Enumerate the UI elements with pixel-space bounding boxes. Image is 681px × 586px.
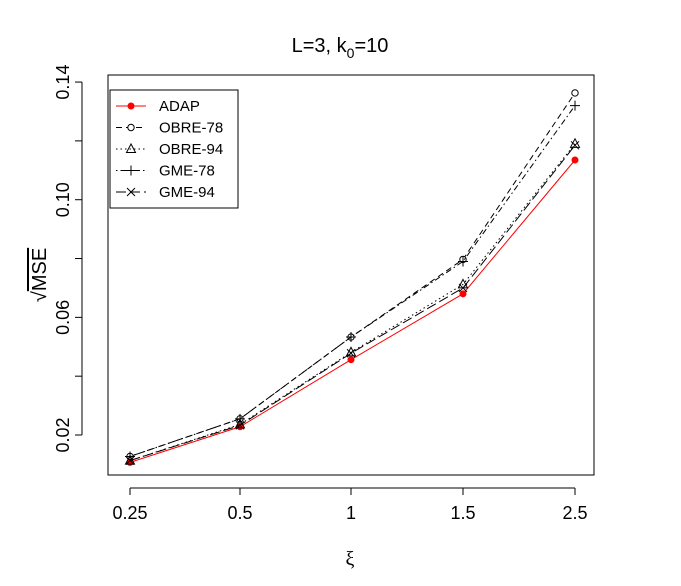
data-point	[346, 332, 356, 343]
data-point	[458, 283, 468, 293]
data-point	[235, 420, 245, 430]
chart-title-prefix: L=3, k	[292, 35, 348, 57]
legend-label: GME-78	[159, 163, 215, 180]
y-axis-radical: √	[29, 291, 51, 302]
x-tick-label: 1.5	[450, 503, 475, 523]
y-tick-label: 0.06	[53, 300, 73, 335]
series-line	[129, 105, 576, 457]
svg-text:√MSE: √MSE	[29, 248, 51, 302]
legend-box	[109, 89, 239, 209]
series-gme-78	[125, 100, 580, 462]
data-point	[458, 256, 468, 267]
data-point	[347, 356, 355, 364]
x-axis: 0.25 0.5 1 1.5 2.5	[112, 487, 588, 523]
legend-marker	[127, 102, 135, 110]
y-tick-label: 0.10	[53, 182, 73, 217]
data-point	[346, 348, 356, 358]
data-point	[570, 100, 580, 111]
legend-item: OBRE-78	[116, 120, 223, 137]
legend-item: GME-78	[116, 163, 215, 180]
series-gme-94	[125, 140, 580, 465]
data-point	[235, 413, 245, 424]
legend-label: OBRE-94	[159, 141, 223, 158]
y-tick-label: 0.14	[53, 65, 73, 100]
legend: ADAP OBRE-78 OBRE-94 GME-78 GME-94	[109, 89, 239, 209]
y-axis-label: √MSE	[29, 248, 51, 302]
chart-title: L=3, k0=10	[292, 35, 389, 61]
y-axis: 0.02 0.06 0.10 0.14	[53, 65, 83, 453]
plot-frame	[107, 74, 595, 476]
legend-marker	[126, 187, 136, 197]
y-axis-label-text: MSE	[29, 248, 51, 291]
legend-label: OBRE-78	[159, 120, 223, 137]
data-point	[569, 137, 581, 148]
legend-item: OBRE-94	[116, 141, 223, 158]
legend-label: ADAP	[159, 98, 200, 115]
data-point	[570, 140, 580, 150]
data-point	[125, 451, 135, 462]
x-tick-label: 1	[346, 503, 356, 523]
x-tick-label: 0.5	[227, 503, 252, 523]
legend-item: GME-94	[116, 184, 215, 201]
x-tick-label: 0.25	[112, 503, 147, 523]
legend-item: ADAP	[116, 98, 200, 115]
series-line	[129, 143, 576, 462]
x-axis-label: ξ	[346, 548, 355, 570]
y-tick-label: 0.02	[53, 417, 73, 452]
chart-title-suffix: =10	[354, 35, 388, 57]
legend-marker	[125, 142, 137, 153]
legend-label: GME-94	[159, 184, 215, 201]
chart-title-subscript: 0	[347, 45, 355, 61]
legend-marker	[126, 165, 136, 176]
legend-marker	[127, 123, 135, 132]
x-tick-label: 2.5	[562, 503, 587, 523]
data-point	[571, 156, 579, 164]
data-point	[571, 89, 579, 97]
series-layer	[124, 89, 581, 466]
data-point	[459, 290, 467, 298]
data-point	[125, 456, 135, 465]
